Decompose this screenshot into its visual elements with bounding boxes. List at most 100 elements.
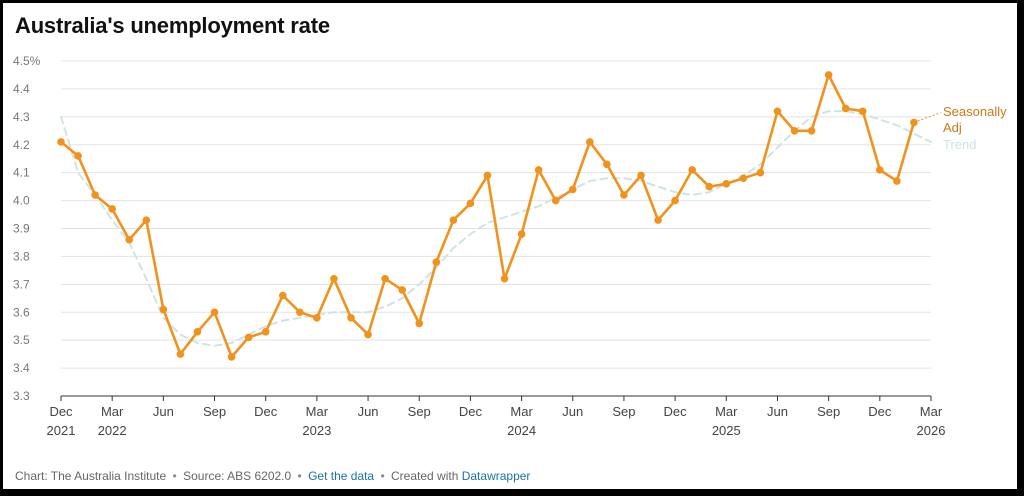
x-tick-label: Dec bbox=[868, 404, 892, 419]
x-tick-label: Jun bbox=[767, 404, 788, 419]
data-point bbox=[517, 230, 526, 238]
x-tick-label: Sep bbox=[408, 404, 431, 419]
data-point bbox=[159, 305, 168, 314]
y-tick-label: 4.2 bbox=[13, 138, 30, 152]
data-point bbox=[893, 177, 901, 185]
data-point bbox=[500, 274, 509, 283]
created-with-text: Created with bbox=[391, 469, 459, 483]
data-point bbox=[551, 196, 560, 205]
seasonally-adj-label: Adj bbox=[943, 120, 962, 135]
data-point bbox=[244, 333, 253, 342]
x-tick-label: Dec bbox=[459, 404, 483, 419]
y-tick-label: 4.1 bbox=[13, 166, 30, 180]
data-point bbox=[176, 350, 185, 358]
data-point bbox=[364, 330, 372, 339]
trend-label: Trend bbox=[943, 137, 976, 152]
x-tick-year-label: 2025 bbox=[712, 423, 741, 438]
y-tick-label: 3.7 bbox=[13, 277, 30, 291]
data-point bbox=[330, 274, 338, 283]
data-points bbox=[57, 71, 918, 361]
data-point bbox=[534, 166, 543, 174]
line-chart: 4.5% 4.4 4.3 4.2 4.1 4.0 3.9 3.8 3.7 3.6 3.5 3.4 3.3… bbox=[13, 54, 1007, 438]
x-tick-year-label: 2024 bbox=[507, 423, 536, 438]
data-point bbox=[807, 126, 816, 135]
x-tick-label: Dec bbox=[49, 404, 73, 419]
data-point bbox=[57, 138, 65, 146]
data-point bbox=[108, 205, 116, 213]
seasonally-adj-label: Seasonally bbox=[943, 104, 1007, 119]
y-tick-label: 4.4 bbox=[13, 82, 30, 96]
x-tick-label: Jun bbox=[358, 404, 379, 419]
x-tick-label: Mar bbox=[101, 404, 124, 419]
x-tick-year-label: 2022 bbox=[98, 423, 127, 438]
data-point bbox=[261, 327, 270, 336]
data-point bbox=[790, 126, 799, 135]
data-point bbox=[671, 196, 679, 205]
data-point bbox=[296, 308, 304, 317]
data-point bbox=[278, 291, 287, 300]
data-point bbox=[125, 235, 134, 244]
y-tick-label: 4.5% bbox=[13, 54, 41, 68]
footer-separator: • bbox=[172, 469, 177, 483]
footer-separator: • bbox=[380, 469, 385, 483]
x-tick-label: Dec bbox=[664, 404, 688, 419]
data-point bbox=[381, 274, 389, 283]
y-tick-label: 4.3 bbox=[13, 110, 30, 124]
y-tick-label: 3.5 bbox=[13, 333, 30, 347]
data-point bbox=[415, 319, 424, 328]
data-point bbox=[620, 191, 628, 199]
data-point bbox=[876, 166, 884, 174]
data-point bbox=[210, 308, 219, 317]
data-point bbox=[568, 185, 577, 194]
data-point bbox=[858, 107, 867, 116]
data-point bbox=[347, 314, 355, 322]
x-tick-year-label: 2023 bbox=[302, 423, 331, 438]
x-tick-label: Mar bbox=[715, 404, 738, 419]
data-point bbox=[586, 138, 594, 146]
grid-lines bbox=[61, 60, 931, 397]
data-point bbox=[449, 216, 458, 224]
data-point bbox=[824, 71, 833, 79]
x-tick-label: Mar bbox=[510, 404, 533, 419]
datawrapper-link[interactable]: Datawrapper bbox=[461, 469, 531, 483]
data-point bbox=[705, 182, 714, 191]
x-axis: Dec 2021 Mar 2022 Jun Sep Dec Mar 2023 Jun Sep Dec M… bbox=[47, 396, 945, 438]
y-tick-label: 3.6 bbox=[13, 305, 30, 319]
data-point bbox=[193, 327, 202, 336]
data-point bbox=[756, 168, 765, 177]
x-tick-label: Jun bbox=[562, 404, 583, 419]
data-point bbox=[603, 160, 611, 169]
data-point bbox=[432, 258, 441, 266]
data-point bbox=[483, 171, 492, 180]
data-point bbox=[688, 166, 696, 174]
y-tick-label: 3.3 bbox=[13, 389, 30, 403]
chart-footer: Chart: The Australia Institute • Source:… bbox=[15, 469, 530, 483]
data-point bbox=[313, 314, 321, 322]
x-tick-label: Sep bbox=[612, 404, 635, 419]
x-tick-label: Jun bbox=[153, 404, 174, 419]
chart-title: Australia's unemployment rate bbox=[15, 13, 330, 38]
x-tick-label: Mar bbox=[306, 404, 329, 419]
x-tick-label: Sep bbox=[817, 404, 840, 419]
data-point bbox=[654, 216, 662, 224]
x-tick-label: Sep bbox=[203, 404, 226, 419]
footer-separator: • bbox=[297, 469, 302, 483]
data-point bbox=[398, 286, 406, 294]
data-point bbox=[466, 199, 475, 208]
y-tick-label: 3.4 bbox=[13, 361, 30, 375]
data-point bbox=[74, 152, 82, 160]
chart-frame: Australia's unemployment rate 4.5% 4.4 4.3… bbox=[2, 2, 1018, 490]
x-tick-label: Dec bbox=[254, 404, 278, 419]
chart-credit: Chart: The Australia Institute bbox=[15, 469, 167, 483]
y-tick-label: 3.9 bbox=[13, 222, 30, 236]
x-tick-year-label: 2021 bbox=[47, 423, 76, 438]
y-tick-label: 3.8 bbox=[13, 249, 30, 263]
data-point bbox=[142, 216, 151, 224]
data-point bbox=[841, 104, 850, 113]
x-tick-label: Mar bbox=[920, 404, 943, 419]
label-connector bbox=[913, 111, 942, 123]
y-tick-label: 4.0 bbox=[13, 194, 30, 208]
data-point bbox=[773, 107, 782, 116]
get-data-link[interactable]: Get the data bbox=[308, 469, 375, 483]
